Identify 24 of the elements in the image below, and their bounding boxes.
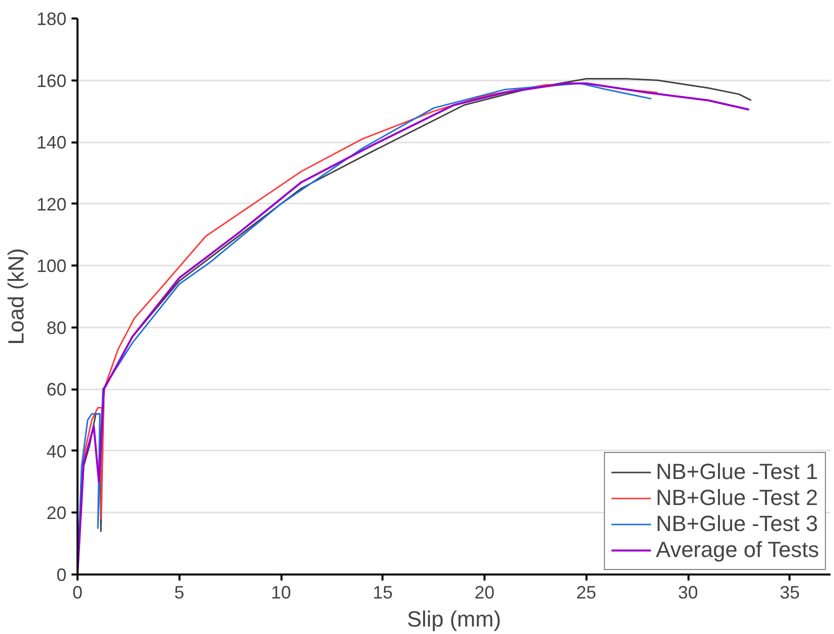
y-tick-label: 40 xyxy=(46,441,67,462)
y-tick-label: 80 xyxy=(46,318,67,338)
x-tick-label: 25 xyxy=(576,582,596,602)
y-tick-label: 100 xyxy=(36,256,67,276)
x-tick-label: 20 xyxy=(474,582,495,602)
x-tick-label: 35 xyxy=(780,582,800,602)
x-tick-label: 10 xyxy=(271,582,292,602)
y-tick-label: 140 xyxy=(36,132,67,153)
y-tick-label: 60 xyxy=(46,380,67,400)
x-tick-label: 5 xyxy=(174,582,184,602)
y-tick-label: 160 xyxy=(36,70,67,91)
y-tick-label: 120 xyxy=(36,194,67,214)
y-tick-label: 20 xyxy=(46,503,67,524)
legend-label: NB+Glue -Test 1 xyxy=(656,459,818,485)
x-tick-label: 30 xyxy=(678,582,698,602)
x-axis-title: Slip (mm) xyxy=(406,606,502,632)
y-tick-label: 180 xyxy=(36,9,67,29)
x-tick-label: 0 xyxy=(72,582,83,602)
legend-label: Average of Tests xyxy=(656,537,819,563)
legend-label: NB+Glue -Test 3 xyxy=(656,511,818,537)
y-axis-title: Load (kN) xyxy=(3,248,28,345)
legend-label: NB+Glue -Test 2 xyxy=(656,485,818,511)
y-tick-label: 0 xyxy=(56,565,67,585)
x-tick-label: 15 xyxy=(372,582,393,602)
